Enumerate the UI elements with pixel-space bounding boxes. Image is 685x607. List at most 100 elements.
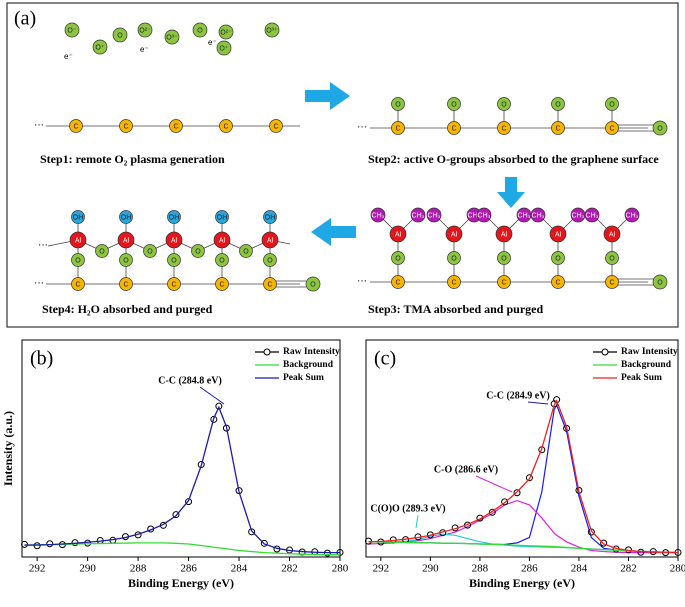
annotation: C-C (284.9 eV) [486,390,550,401]
ellipsis: ··· [38,240,48,251]
atom-label: CH₃ [572,212,585,219]
atom [95,244,109,258]
atom-label: C [609,279,614,286]
atom [119,210,133,224]
data-point [215,402,223,410]
atom-label: O [267,257,273,264]
atom [624,207,640,223]
component-curve [368,403,679,554]
atom [191,244,205,258]
atom [215,210,229,224]
x-tick-label: 292 [29,563,46,575]
atom-label: O [195,248,201,255]
arrow-down [497,177,525,208]
data-point [513,489,521,497]
atom-label: Al [75,237,82,244]
x-tick-label: 284 [571,563,588,575]
data-point [260,539,268,547]
atom-label: C [451,279,456,286]
atom-label: C [219,281,224,288]
atom-label: O [451,101,457,108]
atom [69,231,87,249]
atom [603,225,621,243]
atom-label: O [657,125,663,132]
electron: e⁻ [140,45,149,54]
atom-label: C [395,279,400,286]
atom-label: C [451,125,456,132]
x-tick-label: 282 [281,563,298,575]
atom [551,251,565,265]
atom [263,253,277,267]
atom [652,120,668,136]
x-tick-label: 290 [422,563,439,575]
atom [218,24,234,40]
atom-label: O⁻ [67,27,76,34]
ellipsis: ··· [357,122,367,133]
component-curve [368,499,678,554]
atom-label: C [123,281,128,288]
x-axis-label: Binding Energy (eV) [128,576,234,590]
atom-label: CH₃ [626,212,639,219]
atom [92,39,108,55]
atom [71,210,85,224]
atom-label: O [451,255,457,262]
atom-label: O²⁻ [139,27,151,34]
atom-label: C [273,123,278,130]
atom [551,121,565,135]
legend-label: Peak Sum [283,373,324,383]
annotation-arrow [475,475,513,493]
atom [143,244,157,258]
atom [530,207,546,223]
ellipsis: ··· [34,120,44,131]
annotation: C-O (286.6 eV) [434,464,498,475]
atom [192,22,208,38]
legend-label: Peak Sum [621,373,662,383]
atom [389,225,407,243]
atom-label: Al [219,237,226,244]
atom-label: O [395,101,401,108]
annotation-arrow [527,401,549,405]
atom [137,22,153,38]
data-point [553,396,561,404]
plot-frame [365,339,679,558]
atom-label: C [501,279,506,286]
atom-label: C [395,125,400,132]
atom [497,251,511,265]
atom-label: O³⁺ [266,27,278,34]
atom-label: C [73,123,78,130]
step-caption: Step3: TMA absorbed and purged [368,302,543,316]
x-tick-label: 290 [79,563,96,575]
atom [167,253,181,267]
atom-label: OH [265,214,276,221]
atom-label: O [555,255,561,262]
atom [605,97,619,111]
atom-label: CH₃ [428,212,441,219]
atom [215,277,229,291]
atom-label: O [117,32,123,39]
atom [410,207,426,223]
atom [551,275,565,289]
atom-label: O [609,255,615,262]
atom-label: O [501,255,507,262]
legend-label: Raw Intensity [283,347,340,357]
step-caption: Step2: active O-groups absorbed to the g… [368,152,659,166]
x-axis-label: Binding Energy (eV) [469,576,575,590]
atom-label: CH₃ [468,212,481,219]
data-point [501,498,509,506]
x-tick-label: 286 [521,563,538,575]
data-point [248,528,256,536]
atom [447,275,461,289]
atom-label: O³⁻ [166,34,178,41]
atom [119,277,133,291]
atom [370,207,386,223]
atom-label: O [609,101,615,108]
x-tick-label: 280 [670,563,685,575]
legend-label: Raw Intensity [621,347,678,357]
arrows [305,82,525,246]
atom-label: Al [555,231,562,238]
atom [167,210,181,224]
atom [391,97,405,111]
panel-label: (c) [374,348,396,370]
atom [261,231,279,249]
data-point [476,514,484,522]
